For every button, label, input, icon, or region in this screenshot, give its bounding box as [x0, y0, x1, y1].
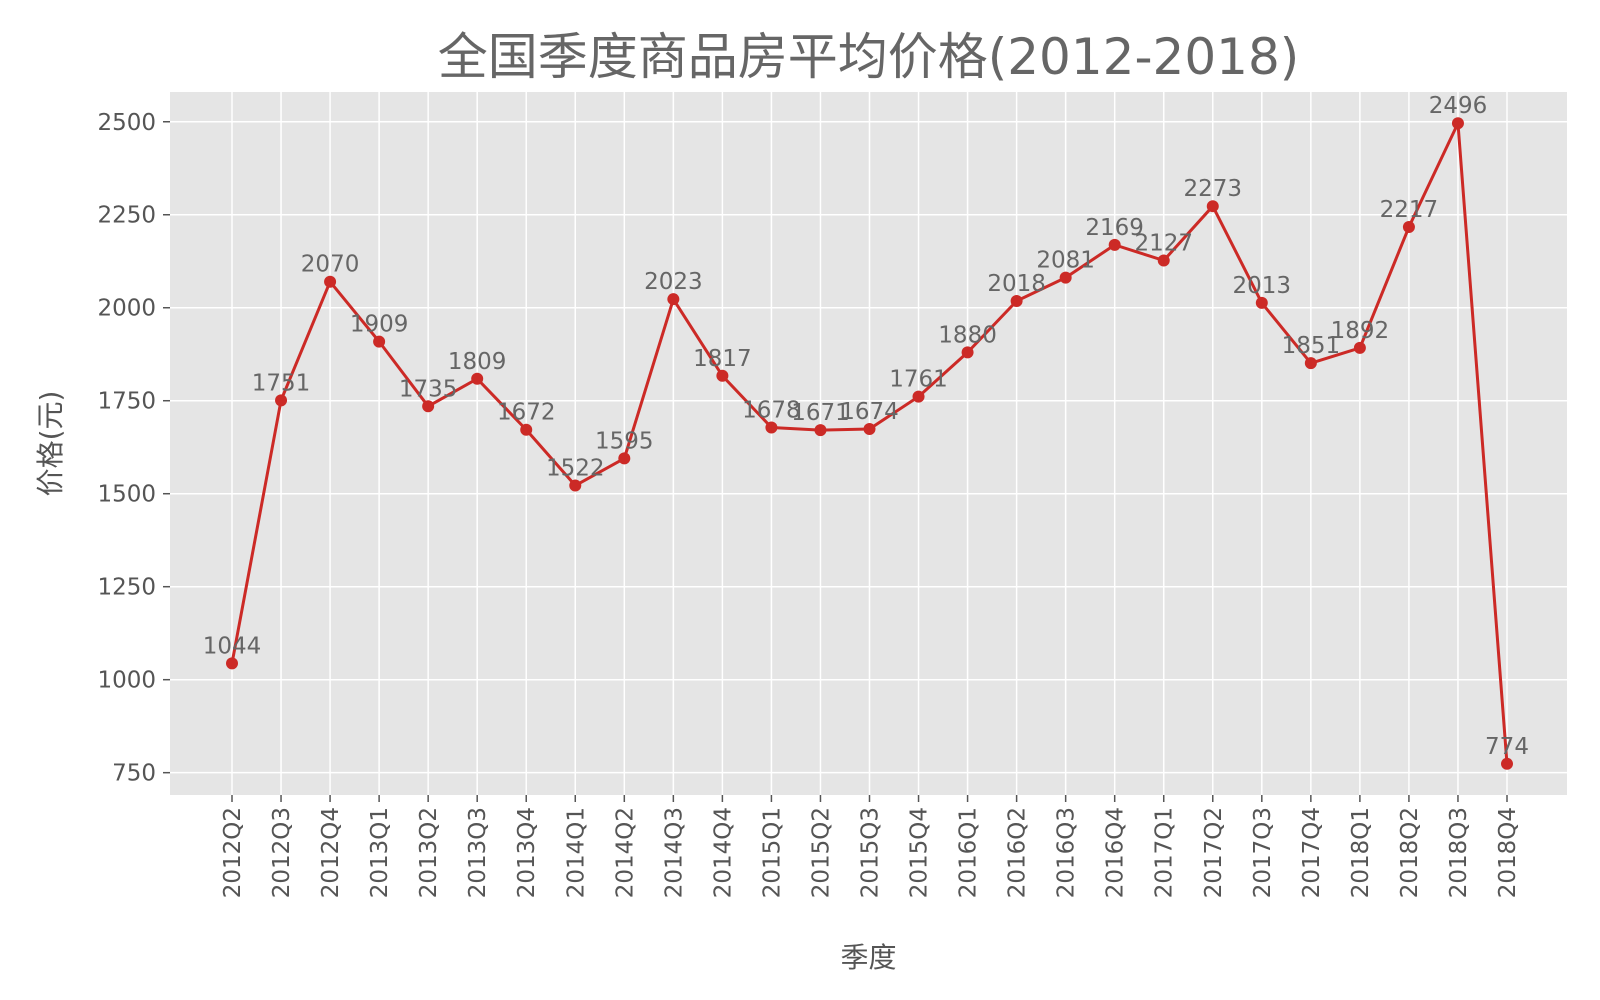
data-point — [1402, 221, 1415, 234]
x-tick-label: 2015Q4 — [907, 807, 933, 898]
data-point — [1255, 296, 1268, 309]
x-tick-label: 2018Q4 — [1495, 807, 1521, 898]
x-tick-label: 2012Q3 — [269, 807, 295, 898]
data-point — [1108, 238, 1121, 251]
x-tick-label: 2013Q4 — [514, 807, 540, 898]
data-label: 1751 — [252, 370, 311, 396]
plot-area — [170, 92, 1567, 795]
data-point — [1353, 341, 1366, 354]
y-tick-label: 2500 — [97, 110, 156, 136]
data-point — [1206, 200, 1219, 213]
data-point — [1501, 757, 1513, 770]
x-tick-label: 2013Q1 — [367, 807, 393, 898]
y-tick-label: 1000 — [97, 668, 156, 694]
data-point — [324, 275, 337, 288]
data-label: 2127 — [1134, 230, 1193, 256]
data-point — [618, 452, 631, 465]
x-tick-label: 2016Q4 — [1103, 807, 1129, 898]
data-point — [814, 424, 827, 437]
x-tick-label: 2016Q3 — [1054, 807, 1080, 898]
data-label: 1817 — [693, 346, 752, 372]
data-label: 1595 — [595, 428, 654, 454]
x-tick-label: 2012Q2 — [220, 807, 246, 898]
data-label: 1851 — [1282, 333, 1341, 359]
data-label: 2081 — [1036, 248, 1095, 274]
data-point — [569, 479, 582, 492]
axis-ticks: 750 1000 1250 1500 1750 2000 2250 2500 2012Q2 201… — [97, 110, 1521, 899]
y-tick-label: 750 — [112, 761, 156, 787]
data-label: 1909 — [350, 312, 409, 338]
x-tick-label: 2016Q2 — [1005, 807, 1031, 898]
x-tick-label: 2013Q3 — [465, 807, 491, 898]
x-tick-label: 2014Q1 — [563, 807, 589, 898]
data-point — [1059, 271, 1072, 284]
data-label: 1735 — [399, 376, 458, 402]
x-tick-label: 2017Q2 — [1201, 807, 1227, 898]
x-tick-label: 2015Q3 — [858, 807, 884, 898]
x-tick-label: 2016Q1 — [956, 807, 982, 898]
x-tick-label: 2013Q2 — [416, 807, 442, 898]
x-axis-label: 季度 — [840, 941, 896, 974]
points-layer — [226, 117, 1513, 770]
data-label: 1892 — [1331, 318, 1390, 344]
data-label: 2273 — [1183, 176, 1242, 202]
data-point — [667, 293, 680, 306]
x-tick-label: 2017Q1 — [1152, 807, 1178, 898]
data-point — [1010, 295, 1023, 308]
data-label: 1880 — [938, 322, 997, 348]
data-label: 2496 — [1429, 93, 1488, 119]
data-label: 1522 — [546, 456, 605, 482]
data-label: 1671 — [791, 400, 850, 426]
data-point — [716, 369, 729, 382]
x-tick-label: 2018Q1 — [1348, 807, 1374, 898]
data-label: 1809 — [448, 349, 507, 375]
data-point — [912, 390, 925, 403]
data-point — [471, 372, 484, 385]
x-tick-label: 2014Q4 — [710, 807, 736, 898]
data-point — [961, 346, 974, 359]
x-tick-label: 2018Q2 — [1397, 807, 1423, 898]
y-tick-label: 1750 — [97, 389, 156, 415]
data-point — [422, 400, 435, 413]
y-axis-label: 价格(元) — [34, 391, 67, 497]
data-point — [863, 422, 876, 435]
data-label: 2018 — [987, 271, 1046, 297]
data-point — [226, 657, 238, 670]
data-point — [520, 423, 533, 436]
x-tick-label: 2015Q1 — [759, 807, 785, 898]
y-tick-label: 1500 — [97, 482, 156, 508]
data-label: 1761 — [889, 367, 948, 393]
x-tick-label: 2014Q3 — [661, 807, 687, 898]
grid — [170, 92, 1567, 795]
data-label: 2217 — [1380, 197, 1439, 223]
x-tick-label: 2017Q3 — [1250, 807, 1276, 898]
data-label: 774 — [1485, 734, 1529, 760]
data-label: 2169 — [1085, 215, 1144, 241]
y-tick-label: 1250 — [97, 575, 156, 601]
x-tick-label: 2017Q4 — [1299, 807, 1325, 898]
data-label: 1672 — [497, 400, 556, 426]
data-label: 1678 — [742, 398, 801, 424]
data-point — [1304, 357, 1317, 370]
x-tick-label: 2018Q3 — [1446, 807, 1472, 898]
data-label: 2013 — [1233, 273, 1292, 299]
data-point — [275, 394, 288, 407]
y-tick-label: 2250 — [97, 203, 156, 229]
data-point — [765, 421, 778, 434]
data-point — [1451, 117, 1464, 130]
chart-title: 全国季度商品房平均价格(2012-2018) — [438, 28, 1300, 86]
data-point — [1157, 254, 1170, 267]
y-tick-label: 2000 — [97, 296, 156, 322]
x-tick-label: 2012Q4 — [318, 807, 344, 898]
data-point — [373, 335, 386, 348]
x-tick-label: 2014Q2 — [612, 807, 638, 898]
data-label: 1044 — [203, 633, 262, 659]
data-label: 2070 — [301, 252, 360, 278]
data-label: 2023 — [644, 269, 703, 295]
x-tick-label: 2015Q2 — [808, 807, 834, 898]
data-label: 1674 — [840, 399, 899, 425]
